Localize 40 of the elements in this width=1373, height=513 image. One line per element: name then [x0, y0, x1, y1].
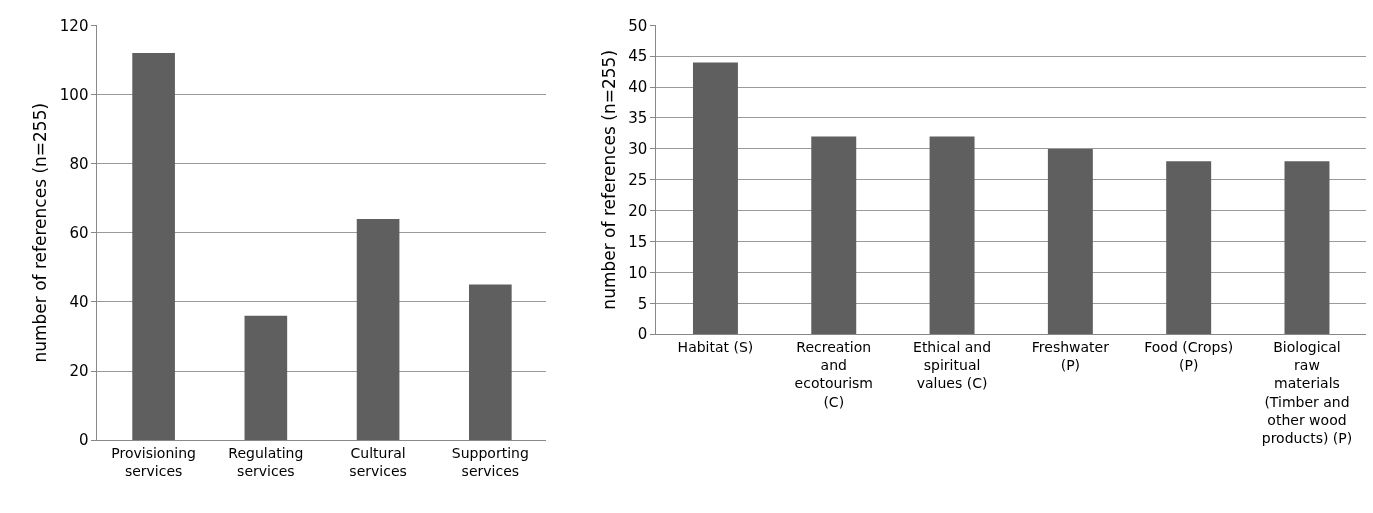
- x-tick-label: Provisioning services: [111, 444, 196, 480]
- x-tick-label: Ethical and spiritual values (C): [913, 339, 992, 392]
- x-tick-label: Freshwater (P): [1031, 339, 1110, 374]
- y-tick-label: 15: [628, 232, 648, 251]
- y-tick-label: 80: [69, 154, 89, 173]
- y-tick-label: 0: [637, 325, 648, 344]
- bar: [1166, 161, 1212, 335]
- bar: [469, 284, 512, 441]
- bar: [929, 136, 975, 335]
- y-tick-label: 120: [59, 16, 89, 35]
- x-tick-label: Biological raw materials (Timber and other wood products) (P): [1261, 339, 1353, 447]
- y-tick-label: 0: [78, 431, 89, 450]
- bar: [356, 218, 400, 441]
- y-tick-label: 50: [628, 16, 648, 35]
- x-tick-label: Habitat (S): [677, 339, 754, 356]
- y-tick-label: 45: [628, 47, 648, 66]
- y-tick-label: 35: [628, 109, 648, 128]
- bar: [132, 52, 175, 441]
- bar: [1047, 148, 1093, 335]
- y-tick-label: 20: [628, 201, 648, 220]
- y-tick-label: 60: [69, 223, 89, 242]
- bar: [244, 315, 288, 441]
- x-tick-label: Supporting services: [451, 444, 529, 480]
- y-tick-label: 30: [628, 140, 648, 159]
- y-tick-label: 5: [637, 294, 648, 313]
- x-tick-label: Regulating services: [228, 444, 304, 480]
- y-axis-title: number of references (n=255): [598, 49, 619, 310]
- x-tick-label: Food (Crops) (P): [1144, 339, 1234, 374]
- bar: [811, 136, 857, 335]
- y-tick-label: 25: [628, 171, 648, 190]
- y-tick-label: 100: [59, 85, 89, 104]
- y-tick-label: 40: [628, 78, 648, 97]
- x-tick-label: Cultural services: [349, 444, 407, 480]
- y-axis-title: number of references (n=255): [30, 102, 51, 363]
- bar: [1284, 161, 1330, 335]
- bar: [692, 62, 738, 335]
- x-tick-label: Recreation and ecotourism (C): [794, 339, 873, 410]
- y-tick-label: 20: [69, 362, 89, 381]
- y-tick-label: 40: [69, 293, 89, 312]
- y-tick-label: 10: [628, 263, 648, 282]
